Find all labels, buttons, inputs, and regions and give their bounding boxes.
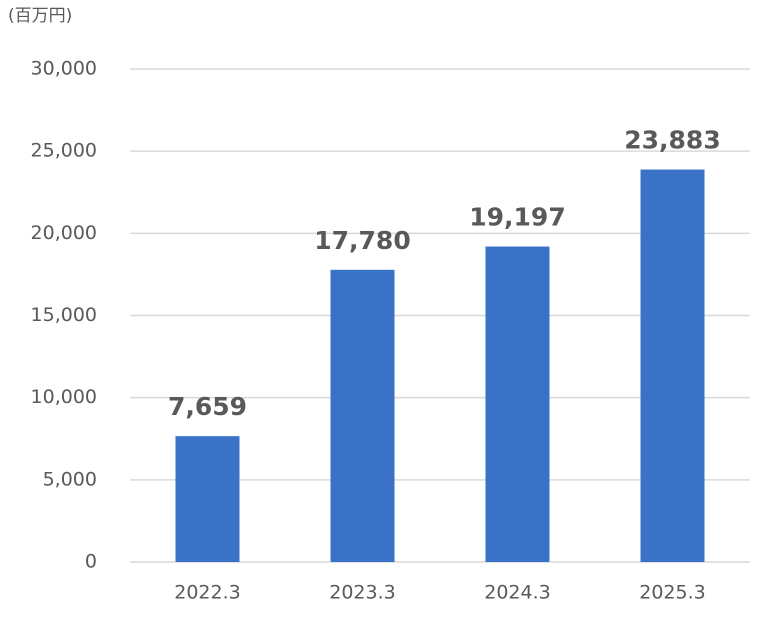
- y-tick-label: 0: [85, 551, 97, 573]
- value-label: 19,197: [469, 203, 565, 232]
- y-tick-label: 20,000: [31, 222, 97, 244]
- x-tick-label: 2024.3: [484, 582, 550, 604]
- value-label: 23,883: [624, 126, 720, 155]
- y-tick-label: 25,000: [31, 140, 97, 162]
- x-tick-label: 2023.3: [329, 582, 395, 604]
- y-tick-label: 5,000: [43, 468, 97, 490]
- bar: [640, 169, 705, 562]
- y-tick-label: 15,000: [31, 304, 97, 326]
- x-tick-label: 2022.3: [174, 582, 240, 604]
- unit-label: (百万円): [8, 6, 72, 26]
- y-tick-label: 30,000: [31, 58, 97, 80]
- value-label: 17,780: [314, 226, 410, 255]
- value-label: 7,659: [168, 392, 247, 421]
- bar: [175, 436, 240, 562]
- bar: [485, 246, 550, 562]
- x-tick-label: 2025.3: [639, 582, 705, 604]
- bar: [330, 269, 395, 562]
- y-tick-label: 10,000: [31, 386, 97, 408]
